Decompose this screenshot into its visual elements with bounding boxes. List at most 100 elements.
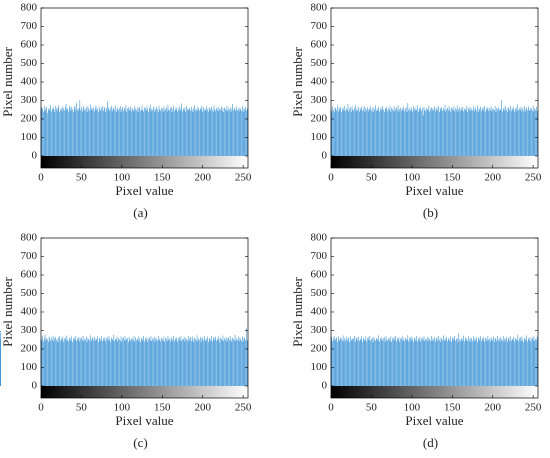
bar — [168, 109, 170, 156]
bar — [370, 106, 371, 156]
x-tick-label: 50 — [76, 172, 88, 184]
bar — [367, 338, 368, 386]
bar — [107, 337, 108, 386]
bar — [473, 106, 474, 156]
bar — [440, 337, 442, 386]
bar — [392, 110, 394, 156]
bar — [138, 336, 140, 386]
bar — [402, 109, 404, 156]
bar — [388, 108, 389, 156]
bar — [43, 338, 45, 386]
bar — [380, 107, 382, 156]
bar — [155, 337, 157, 386]
bar — [448, 339, 450, 386]
bar — [337, 105, 338, 156]
x-tick-label: 100 — [404, 402, 421, 414]
bar — [389, 106, 391, 156]
bar — [415, 107, 417, 156]
bar — [369, 109, 371, 156]
bar — [397, 110, 398, 156]
x-tick-label: 50 — [366, 172, 378, 184]
bar — [60, 338, 62, 386]
bar — [64, 107, 66, 156]
bar — [90, 104, 91, 156]
bar — [447, 110, 449, 156]
bar — [399, 108, 401, 156]
bar — [481, 338, 483, 386]
bar — [477, 112, 479, 156]
bar — [374, 339, 375, 386]
bar — [447, 107, 448, 156]
bar — [191, 336, 193, 386]
bar — [188, 107, 190, 156]
bar — [434, 106, 435, 156]
bar — [350, 112, 352, 156]
bar — [468, 336, 469, 386]
bar — [229, 107, 231, 156]
bar — [520, 106, 522, 156]
bar — [332, 341, 333, 386]
bar — [218, 111, 220, 156]
bar — [417, 105, 418, 156]
bar — [51, 111, 52, 156]
bar — [519, 109, 521, 156]
bar — [474, 338, 476, 386]
bar — [201, 338, 203, 386]
bar — [487, 335, 489, 386]
bar — [64, 338, 65, 386]
bar — [331, 111, 333, 156]
bar — [173, 335, 174, 386]
bar — [345, 339, 346, 386]
bar — [450, 111, 451, 156]
bar — [451, 107, 452, 156]
bar — [47, 341, 49, 386]
bar — [377, 340, 379, 386]
bar — [110, 341, 111, 386]
bar — [437, 110, 439, 156]
bar — [130, 106, 132, 156]
bar — [527, 110, 528, 156]
bar — [126, 338, 128, 386]
bar — [174, 108, 176, 156]
bar — [231, 341, 233, 386]
bar — [209, 108, 211, 156]
bar — [478, 108, 480, 156]
bar — [422, 115, 424, 156]
bar — [235, 111, 237, 156]
bar — [367, 107, 368, 156]
bar — [107, 101, 108, 156]
bar — [77, 339, 79, 386]
bar — [53, 341, 55, 386]
bar — [50, 105, 52, 156]
bar — [346, 341, 348, 386]
bar — [476, 110, 477, 156]
bar — [358, 341, 360, 386]
bar — [161, 339, 163, 386]
bar — [438, 106, 439, 156]
bar — [227, 111, 229, 156]
bar — [60, 109, 61, 156]
bar — [371, 337, 373, 386]
bar — [90, 341, 92, 386]
bar — [462, 106, 464, 156]
bar — [167, 104, 169, 156]
bar — [491, 111, 493, 156]
bar — [393, 336, 395, 386]
bar — [460, 110, 461, 156]
bar — [236, 106, 237, 156]
bar — [46, 106, 47, 156]
bar — [161, 107, 162, 156]
bar — [218, 336, 220, 386]
bar — [199, 110, 200, 156]
bar — [127, 337, 128, 386]
bar — [504, 110, 506, 156]
bar — [371, 108, 373, 156]
bar — [84, 110, 85, 156]
bar — [471, 108, 472, 156]
bar — [118, 110, 119, 156]
bar — [197, 341, 199, 386]
caption: (b) — [423, 205, 438, 220]
x-tick-label: 150 — [154, 402, 171, 414]
bar — [371, 110, 372, 156]
caption: (c) — [133, 435, 147, 450]
